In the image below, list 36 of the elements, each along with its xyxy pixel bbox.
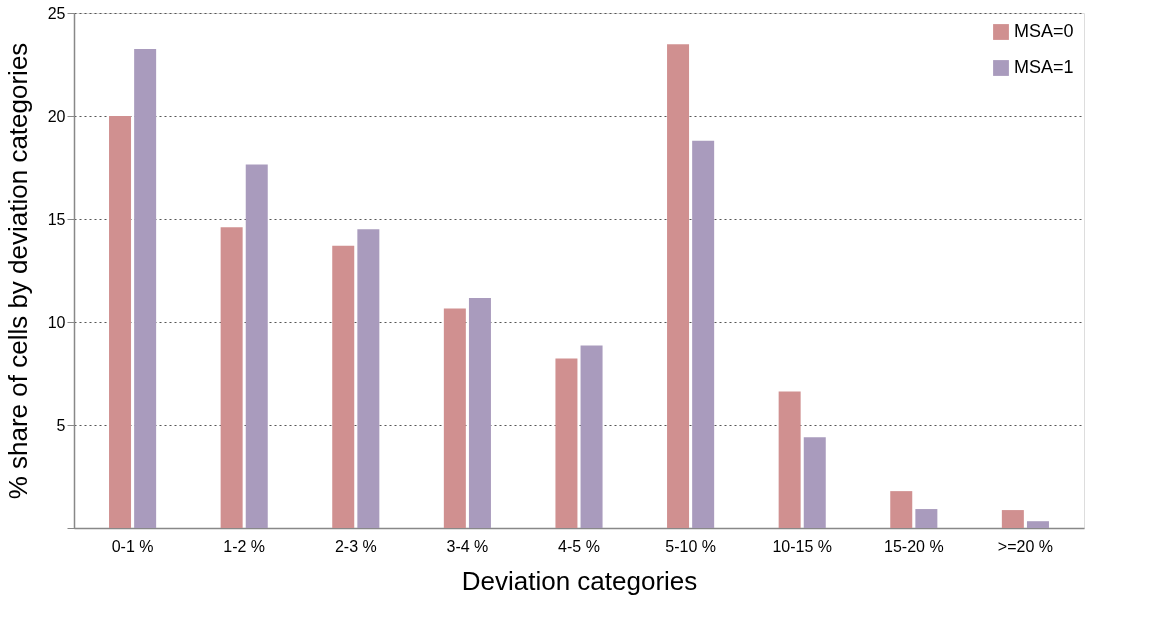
legend-label: MSA=1 [1014,57,1074,77]
bar [220,227,243,528]
bar [890,491,913,528]
y-tick-label: 20 [47,107,66,125]
bar [134,49,157,528]
y-tick-label: 25 [47,4,66,22]
bar [667,44,690,528]
bar [692,140,715,528]
x-tick-label: >=20 % [997,537,1053,555]
x-tick-label: 10-15 % [772,537,832,555]
y-axis-title: % share of cells by deviation categories [2,42,33,500]
bar [778,391,801,528]
bar [555,358,578,528]
bar [1001,510,1024,528]
bar [468,297,491,528]
x-tick-label: 4-5 % [558,537,600,555]
bar [443,308,466,528]
x-tick-label: 3-4 % [446,537,489,555]
bar [109,116,132,528]
x-tick-label: 15-20 % [884,537,944,555]
bar [1026,521,1049,528]
y-tick-label: 10 [47,313,66,331]
y-tick-label: 5 [56,416,66,434]
legend-label: MSA=0 [1014,21,1074,41]
bar [803,437,826,528]
x-tick-label: 0-1 % [111,537,154,555]
bar [357,229,380,528]
x-axis-title: Deviation categories [461,565,698,596]
bar [245,164,268,528]
bar [580,345,603,528]
x-tick-label: 5-10 % [665,537,716,555]
x-tick-label: 1-2 % [223,537,266,555]
y-tick-label: 15 [47,210,66,228]
bar [332,245,355,528]
bar [915,509,938,528]
x-tick-label: 2-3 % [334,537,377,555]
